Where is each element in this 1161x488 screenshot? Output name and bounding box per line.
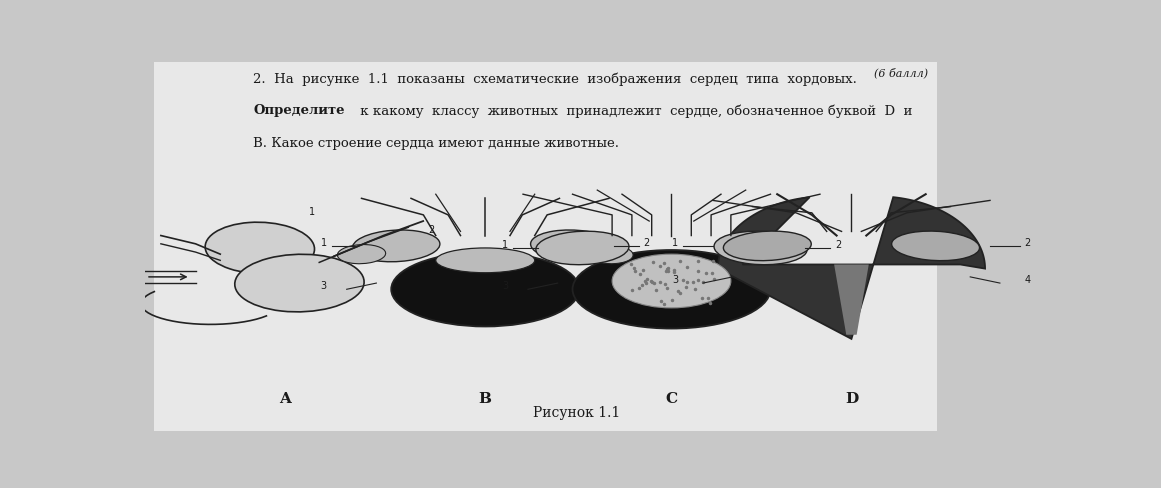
Text: B: B [478,392,492,406]
Ellipse shape [585,244,633,264]
Ellipse shape [723,231,812,261]
Ellipse shape [435,248,535,273]
Polygon shape [717,197,985,339]
Text: 1: 1 [672,238,678,248]
FancyBboxPatch shape [154,62,937,430]
Ellipse shape [353,230,440,262]
Text: 2: 2 [428,225,434,236]
Text: (6 баллл): (6 баллл) [874,68,928,79]
Text: D: D [845,392,858,406]
Text: 1: 1 [320,238,327,248]
Text: A: A [279,392,290,406]
Text: В. Какое строение сердца имеют данные животные.: В. Какое строение сердца имеют данные жи… [253,137,619,150]
Text: 3: 3 [502,281,509,291]
Text: 2: 2 [1025,238,1031,248]
Ellipse shape [391,252,579,326]
Text: 2: 2 [643,238,650,248]
Text: Рисунок 1.1: Рисунок 1.1 [533,406,621,420]
Ellipse shape [612,254,731,308]
Ellipse shape [536,231,629,264]
Text: 1: 1 [309,207,316,217]
Ellipse shape [572,250,771,328]
Ellipse shape [338,244,385,264]
Polygon shape [834,264,868,335]
Text: 3: 3 [672,275,678,285]
Text: 3: 3 [320,281,327,291]
Text: 2: 2 [835,240,841,250]
Ellipse shape [531,230,618,262]
Text: 4: 4 [1025,275,1031,285]
Text: C: C [665,392,678,406]
Text: Определите: Определите [253,104,345,118]
Ellipse shape [714,231,807,264]
Text: к какому  классу  животных  принадлежит  сердце, обозначенное буквой  D  и: к какому классу животных принадлежит сер… [355,104,913,118]
Text: 1: 1 [502,240,509,250]
Ellipse shape [235,254,365,312]
Ellipse shape [205,222,315,274]
Ellipse shape [892,231,980,261]
Text: 2.  На  рисунке  1.1  показаны  схематические  изображения  сердец  типа  хордов: 2. На рисунке 1.1 показаны схематические… [253,73,857,86]
